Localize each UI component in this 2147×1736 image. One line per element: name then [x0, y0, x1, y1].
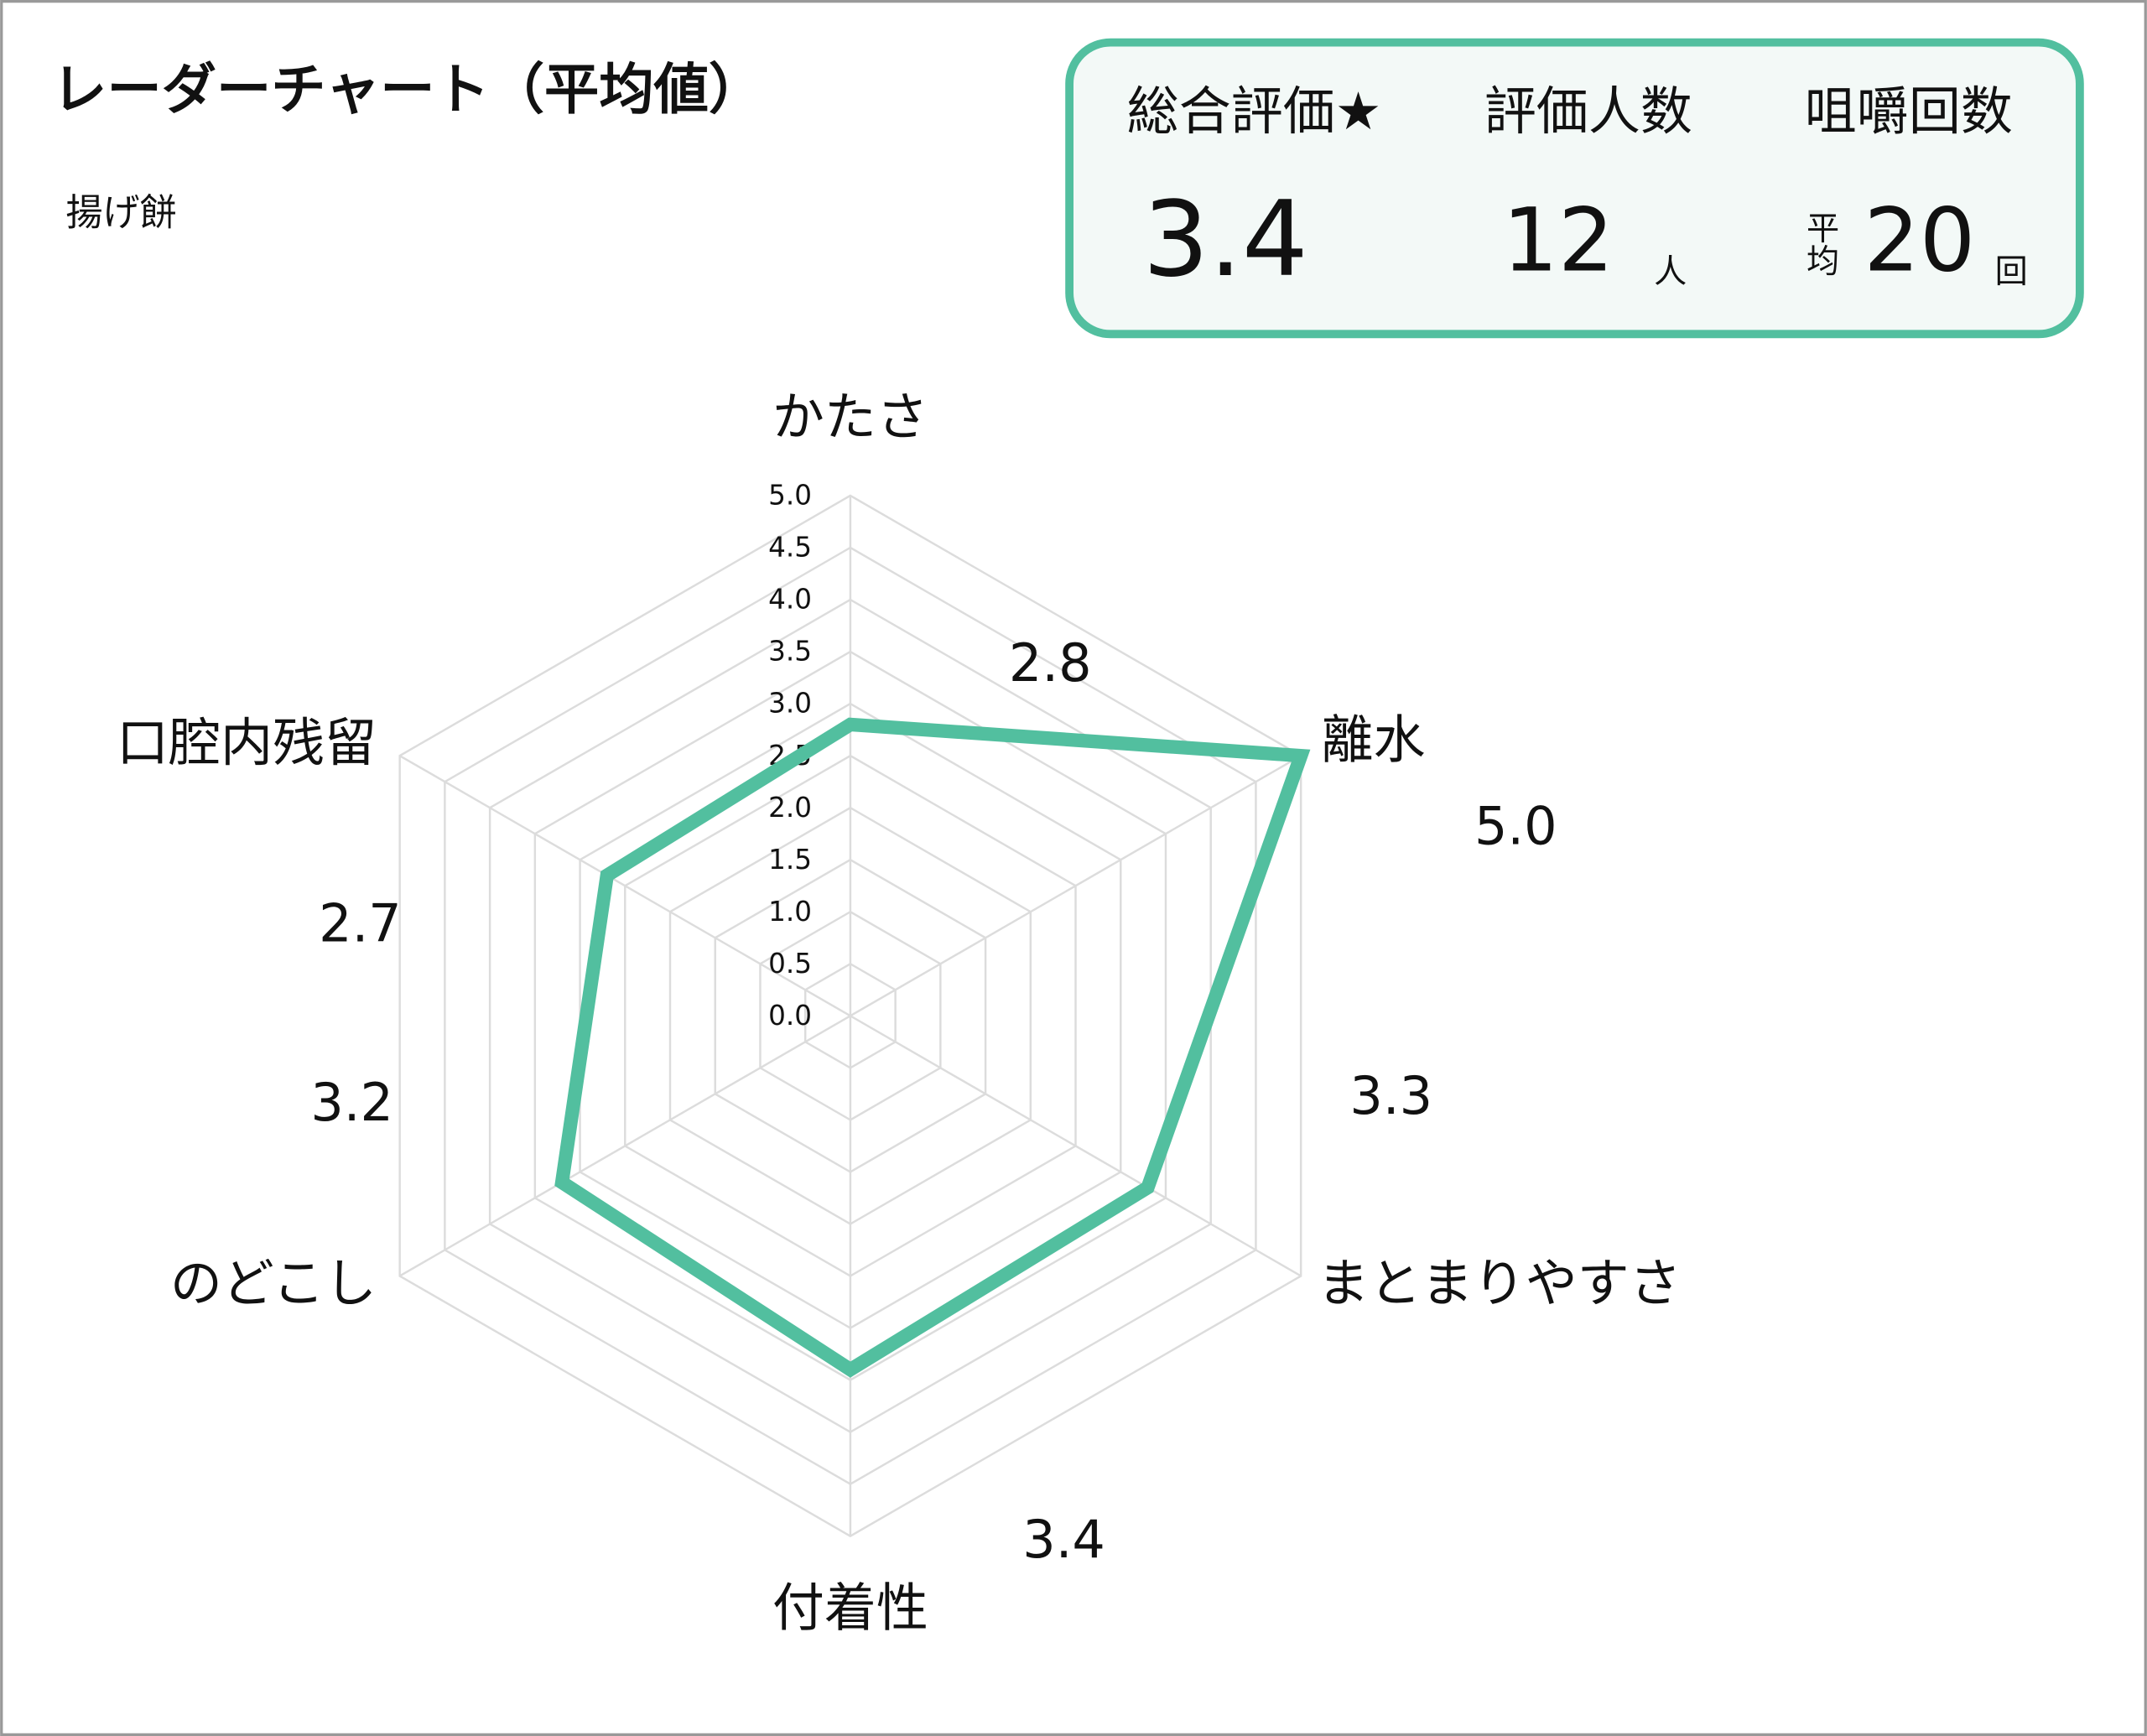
axis-label: 口腔内残留 — [117, 712, 377, 773]
axis-label: まとまりやすさ — [1318, 1253, 1682, 1314]
spoke — [399, 755, 851, 1017]
summary-value: 20 — [1864, 190, 1975, 292]
summary-value: 3.4 — [1143, 179, 1308, 300]
tick-label: 1.5 — [768, 844, 812, 876]
summary-unit: 回 — [1995, 253, 2028, 291]
tick-label: 3.0 — [768, 688, 812, 720]
axis-label: 離水 — [1321, 709, 1425, 771]
tick-label: 5.0 — [768, 480, 812, 512]
chart-subtitle: 揚げ餅 — [65, 191, 176, 234]
value-label: 3.2 — [310, 1072, 393, 1133]
tick-label: 3.5 — [768, 636, 812, 668]
tick-label: 4.0 — [768, 584, 812, 616]
spoke — [399, 1015, 851, 1277]
summary-label: 咀嚼回数 — [1805, 81, 2013, 142]
summary-prefix: 平均 — [1801, 211, 1839, 276]
tick-label: 4.5 — [768, 532, 812, 564]
value-label: 3.3 — [1349, 1065, 1432, 1126]
summary-unit: 人 — [1654, 253, 1687, 291]
axis-label: のどこし — [170, 1253, 377, 1314]
value-label: 5.0 — [1474, 795, 1557, 856]
value-label: 2.8 — [1009, 632, 1092, 694]
summary-label: 総合評価★ — [1127, 81, 1382, 142]
spoke — [850, 755, 1302, 1017]
data-line — [554, 717, 1311, 1378]
summary-box — [1065, 38, 2084, 339]
summary-value: 12 — [1502, 190, 1614, 292]
tick-label: 1.0 — [768, 896, 812, 928]
spoke — [850, 1015, 1302, 1277]
axis-label: かたさ — [772, 386, 928, 447]
tick-label: 0.0 — [768, 1000, 812, 1032]
summary-label: 評価人数 — [1484, 81, 1692, 142]
axis-label: 付着性 — [772, 1577, 928, 1639]
chart-title: レーダーチャート（平均値） — [52, 58, 763, 122]
tick-label: 0.5 — [768, 948, 812, 980]
value-label: 3.4 — [1022, 1509, 1105, 1570]
tick-label: 2.0 — [768, 792, 812, 824]
value-label: 2.7 — [319, 892, 402, 954]
